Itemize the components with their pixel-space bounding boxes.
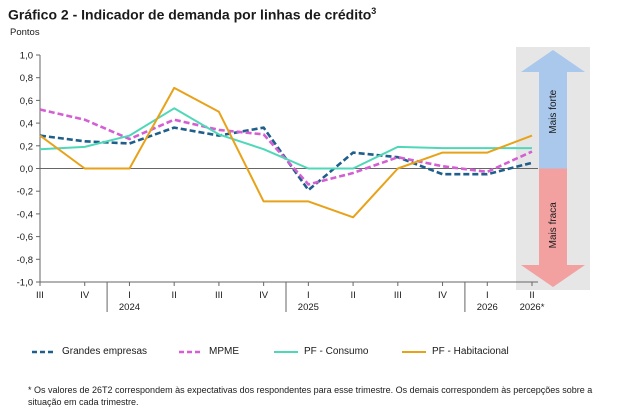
legend-item: PF - Consumo (274, 346, 368, 357)
y-units-label: Pontos (10, 27, 40, 38)
up-arrow (521, 50, 585, 169)
legend-label: PF - Habitacional (432, 346, 509, 357)
down-arrow (521, 168, 585, 287)
y-tick-label: 0,0 (20, 164, 33, 175)
y-tick-label: -1,0 (17, 278, 33, 289)
legend-swatch (32, 350, 56, 353)
legend-swatch (402, 350, 426, 353)
y-tick-label: 1,0 (20, 51, 33, 62)
y-tick-label: -0,6 (17, 232, 33, 243)
legend-swatch (274, 350, 298, 353)
x-tick-label: I (486, 290, 489, 301)
x-tick-label: IV (80, 290, 90, 301)
footnote: * Os valores de 26T2 correspondem às exp… (28, 385, 593, 407)
x-tick-label: IV (438, 290, 448, 301)
y-tick-label: -0,2 (17, 187, 33, 198)
x-tick-label: II (350, 290, 355, 301)
legend-item: PF - Habitacional (402, 346, 509, 357)
year-label: 2026 (477, 302, 498, 313)
x-tick-label: III (215, 290, 223, 301)
series-line-mpme (39, 108, 533, 186)
year-label: 2024 (119, 302, 140, 313)
arrow-label-upper: Mais forte (548, 89, 559, 133)
year-label: 2026* (520, 302, 545, 313)
y-tick-label: 0,8 (20, 73, 33, 84)
series-line-pf-habitacional (39, 86, 533, 219)
legend-item: MPME (179, 346, 239, 357)
legend-label: PF - Consumo (304, 346, 369, 357)
y-tick-label: 0,6 (20, 96, 33, 107)
x-tick-label: II (529, 290, 534, 301)
legend-swatch (179, 350, 203, 353)
legend-item: Grandes empresas (32, 346, 147, 357)
legend-label: MPME (209, 346, 239, 357)
x-tick-label: I (307, 290, 310, 301)
line-chart: Mais forte Mais fraca 1,0 0,8 0,6 0,4 0,2 0,0 -0… (17, 47, 590, 313)
y-tick-label: 0,4 (20, 119, 33, 130)
series-line-pf-consumo (39, 107, 532, 170)
y-tick-label: -0,4 (17, 209, 33, 220)
y-tick-label: -0,8 (17, 255, 33, 266)
x-tick-label: II (172, 290, 177, 301)
year-label: 2025 (298, 302, 319, 313)
y-tick-label: 0,2 (20, 141, 33, 152)
x-tick-label: I (128, 290, 131, 301)
x-tick-label: III (394, 290, 402, 301)
x-tick-label: III (36, 290, 44, 301)
arrow-label-lower: Mais fraca (548, 202, 559, 249)
chart-legend: Grandes empresas MPME PF - Consumo PF - Hab… (24, 346, 614, 362)
chart-title: Gráfico 2 - Indicador de demanda por lin… (8, 6, 377, 23)
legend-label: Grandes empresas (62, 346, 148, 357)
x-tick-label: IV (259, 290, 269, 301)
